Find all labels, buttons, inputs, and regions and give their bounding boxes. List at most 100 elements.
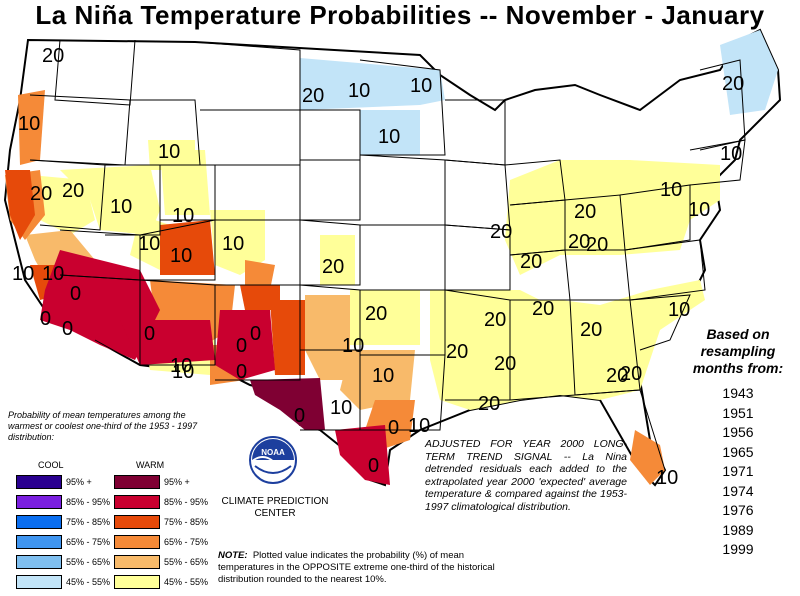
climate-prediction-center-label: CLIMATE PREDICTION CENTER	[221, 496, 329, 519]
adjusted-note: ADJUSTED FOR YEAR 2000 LONG-TERM TREND S…	[425, 438, 627, 513]
legend-cool-swatch	[16, 515, 62, 529]
map-label-or: 10	[18, 113, 40, 135]
map-label-me: 20	[722, 73, 744, 95]
noaa-logo: NOAA	[249, 436, 297, 484]
legend-warm-label: 45% - 55%	[164, 577, 209, 587]
map-label-ut: 10	[110, 196, 132, 218]
state-borders	[29, 39, 746, 471]
legend-warm-swatch	[114, 535, 160, 549]
map-label-wa: 20	[42, 45, 64, 67]
map-label-ms: 20	[446, 341, 468, 363]
legend-cool-title: COOL	[38, 460, 64, 470]
legend-warm-title: WARM	[136, 460, 165, 470]
legend-cool-row: 65% - 75%	[16, 535, 110, 549]
warm-95-plus-regions	[250, 378, 325, 430]
map-label-nc: 10	[668, 299, 690, 321]
year-item: 1999	[722, 541, 754, 557]
legend-warm-row: 85% - 95%	[114, 495, 208, 509]
years-list: 1943 1951 1956 1965 1971 1974 1976 1989 1999	[678, 384, 798, 560]
map-label-az-c: 0	[144, 323, 155, 345]
legend-cool-row: 55% - 65%	[16, 555, 110, 569]
note-text: Plotted value indicates the probability …	[218, 550, 495, 585]
map-label-nm: 0	[236, 335, 247, 357]
map-label-sc: 20	[580, 319, 602, 341]
map-label-mn-s: 10	[378, 126, 400, 148]
map-label-ks: 20	[322, 256, 344, 278]
legend-cool-label: 55% - 65%	[66, 557, 111, 567]
year-item: 1965	[722, 443, 754, 460]
legend-warm-row: 65% - 75%	[114, 535, 208, 549]
legend-warm-swatch	[114, 515, 160, 529]
map-label-oh: 20	[574, 201, 596, 223]
legend-cool-row: 85% - 95%	[16, 495, 110, 509]
year-item: 1956	[722, 424, 754, 440]
map-label-pa: 10	[660, 179, 682, 201]
map-label-ne-coast: 10	[720, 143, 742, 165]
legend-warm-swatch	[114, 555, 160, 569]
map-label-ok: 20	[365, 303, 387, 325]
map-label-ca-sw: 0	[40, 308, 51, 330]
legend-warm-swatch	[114, 495, 160, 509]
legend-cool-label: 85% - 95%	[66, 497, 111, 507]
resample-heading: Based on resampling months from:	[692, 326, 784, 376]
legend-warm-swatch	[114, 575, 160, 589]
legend-warm-row: 95% +	[114, 475, 190, 489]
legend-cool-label: 75% - 85%	[66, 517, 111, 527]
legend-cool-swatch	[16, 535, 62, 549]
legend-warm-label: 75% - 85%	[164, 517, 209, 527]
map-label-nv: 20	[62, 180, 84, 202]
cool-45-55-regions	[300, 30, 778, 155]
year-item: 1971	[722, 463, 754, 479]
year-item: 1989	[722, 521, 754, 538]
probability-description: Probability of mean temperatures among t…	[8, 410, 198, 442]
year-item: 1943	[722, 385, 754, 401]
map-label-nv-s: 10	[138, 233, 160, 255]
map-label-wy: 10	[172, 205, 194, 227]
year-item: 1976	[722, 502, 754, 518]
legend-cool-row: 75% - 85%	[16, 515, 110, 529]
map-label-ca-s: 0	[70, 283, 81, 305]
legend-warm-row: 55% - 65%	[114, 555, 208, 569]
map-label-id: 10	[158, 141, 180, 163]
legend-warm-label: 95% +	[164, 477, 190, 487]
map-label-fl: 10	[656, 467, 678, 489]
map-label-nd-w: 20	[302, 85, 324, 107]
map-label-az-w: 0	[62, 318, 73, 340]
map-label-ky: 20	[586, 234, 608, 256]
legend-cool-row: 95% +	[16, 475, 92, 489]
map-label-tx-se: 0	[388, 417, 399, 439]
warm-85-95-regions	[40, 250, 390, 485]
map-label-az-s: 10	[170, 355, 192, 377]
legend-warm-swatch	[114, 475, 160, 489]
note-label: NOTE:	[218, 550, 248, 561]
legend-cool-swatch	[16, 495, 62, 509]
legend-cool-swatch	[16, 575, 62, 589]
map-label-nm-2: 0	[250, 323, 261, 345]
map-label-al: 20	[494, 353, 516, 375]
map-label-ca-c: 10	[12, 263, 34, 285]
legend-cool-label: 65% - 75%	[66, 537, 111, 547]
map-label-co: 10	[170, 245, 192, 267]
map-label-tx-s: 0	[368, 455, 379, 477]
map-label-nd-e: 10	[348, 80, 370, 102]
map-label-wv: 20	[568, 231, 590, 253]
legend-warm-row: 75% - 85%	[114, 515, 208, 529]
year-item: 1951	[722, 404, 754, 421]
map-label-ok-s: 10	[342, 335, 364, 357]
map-label-ar: 20	[484, 309, 506, 331]
map-label-la: 20	[478, 393, 500, 415]
map-label-nj: 10	[688, 199, 710, 221]
legend-warm-label: 55% - 65%	[164, 557, 209, 567]
map-label-la-coast: 10	[408, 415, 430, 437]
map-label-ca-c2: 10	[42, 263, 64, 285]
legend-cool-label: 95% +	[66, 477, 92, 487]
legend-warm-row: 45% - 55%	[114, 575, 208, 589]
noaa-logo-text: NOAA	[261, 448, 285, 457]
map-label-tx-c: 10	[330, 397, 352, 419]
map-label-nm-e: 0	[236, 361, 247, 383]
map-title: La Niña Temperature Probabilities -- Nov…	[35, 0, 765, 30]
map-label-mn: 10	[410, 75, 432, 97]
year-item: 1974	[722, 482, 754, 499]
